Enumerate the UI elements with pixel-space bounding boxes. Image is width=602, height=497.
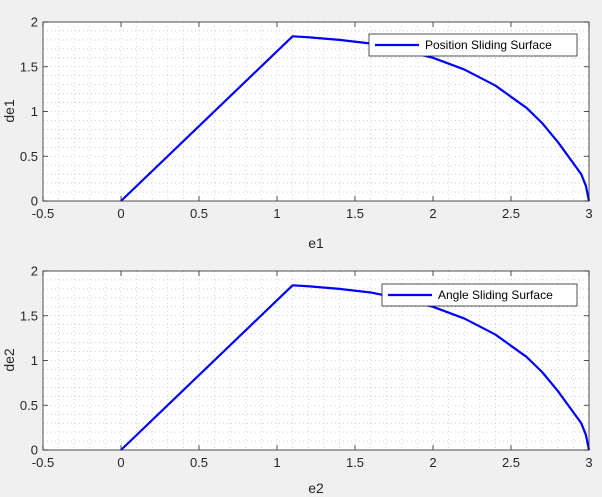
legend-box	[381, 283, 578, 307]
x-tick-label: 3	[585, 455, 592, 470]
y-tick-label: 0	[31, 194, 38, 209]
x-tick-label: 0	[117, 206, 124, 221]
legend: Angle Sliding Surface	[381, 283, 578, 307]
y-tick-label: 0.5	[20, 149, 38, 164]
x-tick-label: 1.5	[346, 455, 364, 470]
x-tick-label: 2.5	[502, 206, 520, 221]
y-tick-label: 0.5	[20, 398, 38, 413]
minor-grid	[43, 22, 589, 201]
x-tick-label: 1	[273, 206, 280, 221]
x-tick-label: -0.5	[32, 206, 54, 221]
x-tick-label: 0.5	[190, 206, 208, 221]
y-tick-label: 1	[31, 353, 38, 368]
legend-box	[368, 33, 578, 57]
y-tick-label: 1.5	[20, 59, 38, 74]
x-tick-label: 0.5	[190, 455, 208, 470]
y-tick-label: 1	[31, 104, 38, 119]
series-line-0	[120, 35, 591, 202]
x-tick-label: 2.5	[502, 455, 520, 470]
x-tick-label: -0.5	[32, 455, 54, 470]
legend-entry: Angle Sliding Surface	[438, 288, 553, 302]
series-line-0	[120, 284, 591, 451]
minor-grid	[43, 271, 589, 450]
x-tick-label: 2	[429, 206, 436, 221]
x-tick-label: 2	[429, 455, 436, 470]
y-tick-label: 1.5	[20, 308, 38, 323]
legend-entry: Position Sliding Surface	[425, 38, 552, 52]
x-tick-label: 1	[273, 455, 280, 470]
x-axis-label-top: e1	[308, 235, 324, 251]
x-tick-label: 1.5	[346, 206, 364, 221]
x-axis-label-bottom: e2	[308, 480, 324, 496]
y-axis-label-top: de1	[1, 99, 17, 123]
legend: Position Sliding Surface	[368, 33, 578, 57]
y-tick-label: 2	[31, 264, 38, 279]
x-tick-label: 3	[585, 206, 592, 221]
y-axis-label-bottom: de2	[1, 348, 17, 372]
y-tick-label: 0	[31, 443, 38, 458]
x-tick-label: 0	[117, 455, 124, 470]
y-tick-label: 2	[31, 15, 38, 30]
